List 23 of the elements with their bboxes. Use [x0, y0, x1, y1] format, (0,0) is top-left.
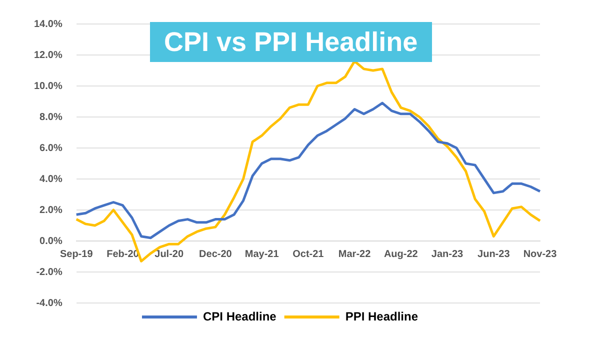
x-tick-label: Nov-23	[523, 248, 558, 260]
y-tick-label: 6.0%	[40, 142, 62, 154]
legend-label: PPI Headline	[345, 309, 418, 324]
y-tick-label: -2.0%	[36, 266, 62, 278]
x-tick-label: Oct-21	[292, 248, 324, 260]
y-tick-label: 0.0%	[40, 236, 62, 247]
y-tick-label: 2.0%	[40, 204, 62, 216]
y-tick-label: 14.0%	[34, 18, 62, 30]
x-tick-label: Aug-22	[384, 248, 418, 260]
y-tick-label: 8.0%	[40, 112, 62, 123]
x-tick-label: May-21	[244, 248, 280, 260]
x-tick-label: Jul-20	[154, 248, 184, 260]
y-tick-label: -4.0%	[36, 298, 62, 309]
y-tick-label: 4.0%	[40, 174, 62, 185]
x-tick-label: Sep-19	[60, 248, 94, 260]
chart-title: CPI vs PPI Headline	[150, 22, 432, 62]
x-tick-label: Mar-22	[338, 248, 372, 260]
x-tick-label: Jan-23	[431, 248, 464, 260]
y-tick-label: 12.0%	[34, 50, 62, 61]
y-tick-label: 10.0%	[34, 80, 62, 92]
x-tick-label: Jun-23	[478, 248, 510, 260]
legend-label: CPI Headline	[202, 309, 277, 324]
x-tick-label: Dec-20	[199, 248, 232, 260]
